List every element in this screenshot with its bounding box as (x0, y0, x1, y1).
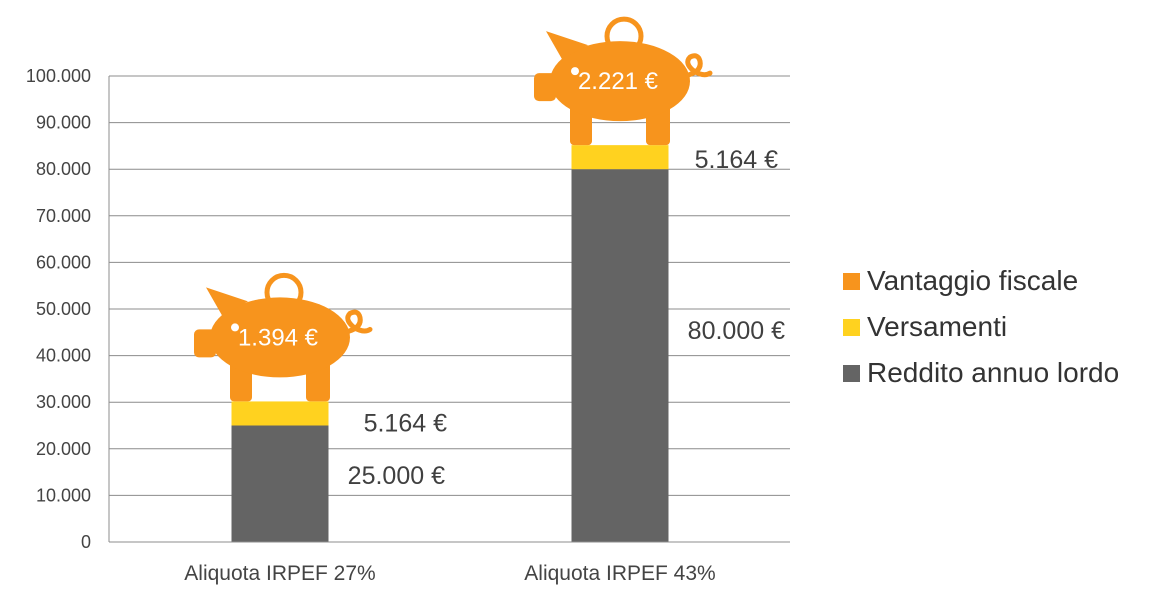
y-tick-label: 40.000 (36, 346, 91, 366)
data-label-reddito: 80.000 € (688, 317, 785, 345)
legend-item-reddito-annuo-lordo: Reddito annuo lordo (843, 350, 1119, 396)
legend-label: Reddito annuo lordo (867, 357, 1120, 388)
bar-reddito-annuo-lordo (571, 169, 669, 542)
legend-label: Vantaggio fiscale (867, 265, 1079, 296)
data-label-reddito: 25.000 € (348, 462, 445, 490)
bar-reddito-annuo-lordo (231, 425, 329, 542)
bar-versamenti (231, 401, 329, 426)
y-tick-label: 30.000 (36, 392, 91, 412)
legend-swatch (843, 272, 860, 290)
legend-item-versamenti: Versamenti (843, 304, 1119, 350)
piggy-bank-icon (194, 272, 373, 402)
data-label-vantaggio-fiscale: 1.394 € (238, 324, 319, 351)
y-tick-label: 0 (81, 532, 91, 552)
x-category-label: Aliquota IRPEF 43% (524, 562, 715, 585)
legend-swatch (843, 364, 860, 382)
legend-item-vantaggio-fiscale: Vantaggio fiscale (843, 258, 1119, 304)
y-tick-label: 60.000 (36, 252, 91, 272)
y-tick-label: 100.000 (26, 66, 91, 86)
y-tick-label: 70.000 (36, 206, 91, 226)
piggy-bank-icon (534, 16, 713, 146)
y-tick-label: 90.000 (36, 113, 91, 133)
x-category-label: Aliquota IRPEF 27% (184, 562, 375, 585)
bar-versamenti (571, 145, 669, 170)
y-tick-label: 50.000 (36, 299, 91, 319)
legend: Vantaggio fiscale Versamenti Reddito ann… (843, 258, 1119, 396)
legend-swatch (843, 318, 860, 336)
y-tick-label: 10.000 (36, 485, 91, 505)
y-tick-label: 20.000 (36, 439, 91, 459)
data-label-versamenti: 5.164 € (364, 409, 448, 437)
y-tick-label: 80.000 (36, 159, 91, 179)
data-label-versamenti: 5.164 € (695, 146, 779, 174)
data-label-vantaggio-fiscale: 2.221 € (578, 68, 659, 95)
legend-label: Versamenti (867, 311, 1008, 342)
